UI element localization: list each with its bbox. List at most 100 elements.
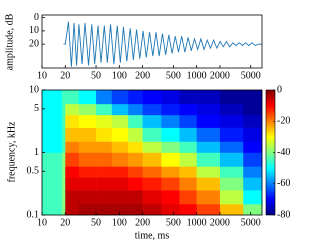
heatmap-cell xyxy=(111,203,129,216)
heatmap-cell xyxy=(179,114,197,128)
heatmap-cell xyxy=(128,90,143,105)
heatmap-cell xyxy=(111,90,129,105)
heatmap-cell xyxy=(142,141,162,153)
heatmap-cell xyxy=(61,177,66,191)
heatmap-cell xyxy=(42,114,63,128)
y-tick-label: 0.1 xyxy=(27,209,40,220)
x-tick-label: 50 xyxy=(91,217,101,228)
heatmap-cell xyxy=(96,103,113,116)
heatmap-cell xyxy=(65,190,80,205)
heatmap-cell xyxy=(219,90,244,105)
heatmap-cell xyxy=(111,190,129,205)
x-tick-label: 1000 xyxy=(187,217,207,228)
heatmap-cell xyxy=(179,203,197,216)
x-tick-label: 10 xyxy=(37,70,47,81)
heatmap-cell xyxy=(128,103,143,116)
x-tick-label: 20 xyxy=(60,70,70,81)
heatmap-cell xyxy=(128,127,143,142)
heatmap-cell xyxy=(142,177,162,191)
heatmap-cell xyxy=(78,127,97,142)
heatmap-cell xyxy=(61,190,66,205)
heatmap-cell xyxy=(128,190,143,205)
x-tick-label: 2000 xyxy=(210,217,230,228)
x-tick-label: 100 xyxy=(112,217,127,228)
heatmap-cell xyxy=(161,190,180,205)
heatmap-cell xyxy=(78,152,97,167)
heatmap-cell xyxy=(161,103,180,116)
heatmap-cell xyxy=(196,177,221,191)
heatmap-cell xyxy=(42,190,63,205)
heatmap-cell xyxy=(42,90,63,105)
heatmap-cell xyxy=(243,90,263,105)
plot-frame xyxy=(41,14,263,69)
waveform xyxy=(63,21,262,67)
x-tick-label: 200 xyxy=(135,217,150,228)
heatmap-cell xyxy=(219,127,244,142)
x-tick-label: 500 xyxy=(166,70,181,81)
y-axis-label: amplitude, dB xyxy=(4,13,15,70)
heatmap-cell xyxy=(65,177,80,191)
heatmap-cell xyxy=(196,141,221,153)
heatmap-cell xyxy=(243,203,263,216)
heatmap-cell xyxy=(128,166,143,178)
x-tick-label: 500 xyxy=(166,217,181,228)
heatmap-cell xyxy=(42,103,63,116)
heatmap-cell xyxy=(65,90,80,105)
heatmap-cell xyxy=(219,141,244,153)
heatmap-cell xyxy=(61,90,66,105)
heatmap-cell xyxy=(128,177,143,191)
heatmap-cell xyxy=(161,152,180,167)
heatmap-cell xyxy=(78,141,97,153)
heatmap-cell xyxy=(96,114,113,128)
heatmap-cell xyxy=(78,103,97,116)
heatmap-cell xyxy=(78,203,97,216)
x-tick-label: 20 xyxy=(60,217,70,228)
heatmap-cell xyxy=(179,127,197,142)
heatmap-cell xyxy=(61,141,66,153)
heatmap-cell xyxy=(96,203,113,216)
heatmap-cell xyxy=(243,114,263,128)
heatmap-cell xyxy=(196,152,221,167)
heatmap-cell xyxy=(196,166,221,178)
heatmap-cell xyxy=(61,114,66,128)
heatmap-cell xyxy=(96,190,113,205)
heatmap-cell xyxy=(111,141,129,153)
heatmap-cell xyxy=(111,166,129,178)
heatmap-cell xyxy=(111,127,129,142)
heatmap-cell xyxy=(128,114,143,128)
heatmap-cell xyxy=(179,141,197,153)
heatmap-cell xyxy=(243,190,263,205)
heatmap-cell xyxy=(196,90,221,105)
colorbar-tick-label: -80 xyxy=(277,209,290,220)
heatmap-cell xyxy=(161,127,180,142)
heatmap-cell xyxy=(219,103,244,116)
heatmap-cell xyxy=(142,166,162,178)
heatmap-cell xyxy=(243,166,263,178)
x-tick-label: 5000 xyxy=(241,70,261,81)
heatmap-cell xyxy=(179,90,197,105)
heatmap-cell xyxy=(179,190,197,205)
heatmap-cell xyxy=(78,90,97,105)
heatmap-cell xyxy=(219,177,244,191)
heatmap-cell xyxy=(161,177,180,191)
y-tick-label: 10 xyxy=(29,25,39,36)
heatmap-cell xyxy=(161,203,180,216)
figure: amplitude, dB frequency, kHz time, ms 10… xyxy=(4,12,290,241)
heatmap-cell xyxy=(179,166,197,178)
heatmap-cell xyxy=(219,152,244,167)
heatmap-cell xyxy=(128,152,143,167)
heatmap-cell xyxy=(196,127,221,142)
heatmap-cell xyxy=(61,103,66,116)
x-tick-label: 5000 xyxy=(241,217,261,228)
colorbar-tick-label: 0 xyxy=(277,84,282,95)
heatmap-cell xyxy=(78,114,97,128)
heatmap-cell xyxy=(243,152,263,167)
heatmap-cell xyxy=(96,141,113,153)
heatmap-cell xyxy=(96,90,113,105)
heatmap-cell xyxy=(142,114,162,128)
heatmap-cell xyxy=(142,127,162,142)
heatmap-cell xyxy=(96,127,113,142)
plot-frame xyxy=(41,89,263,216)
heatmap-cell xyxy=(196,190,221,205)
heatmap-cell xyxy=(61,127,66,142)
